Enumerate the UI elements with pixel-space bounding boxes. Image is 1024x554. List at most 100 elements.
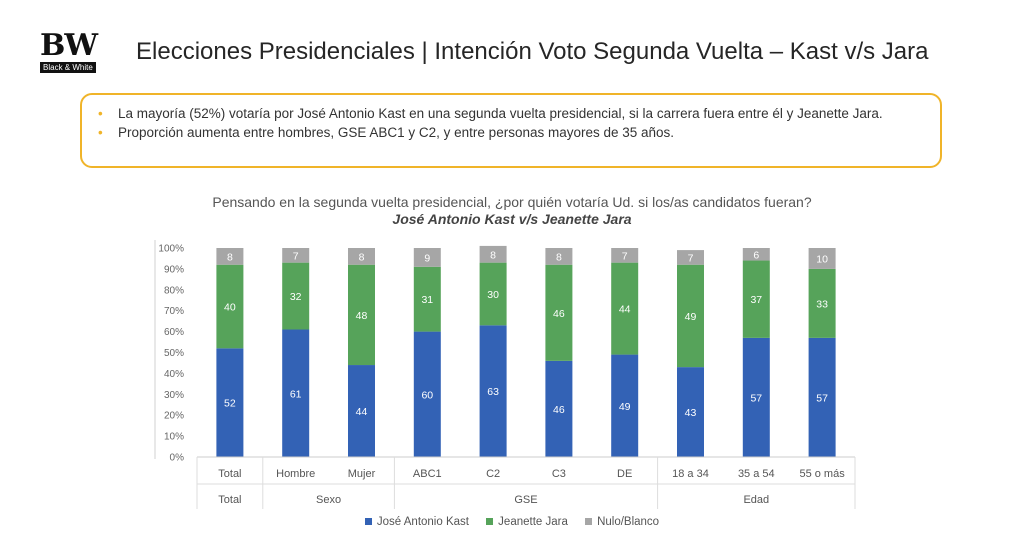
bar-segment (545, 264, 573, 361)
bar-value-label: 49 (685, 311, 697, 323)
bar-segment (808, 248, 836, 269)
bar-segment (479, 325, 507, 457)
y-tick-label: 80% (164, 285, 184, 296)
y-tick-label: 30% (164, 390, 184, 401)
x-group-label: Sexo (316, 494, 341, 506)
y-tick-label: 0% (170, 453, 185, 464)
x-group-label: Edad (743, 494, 769, 506)
summary-bullet: • La mayoría (52%) votaría por José Anto… (96, 105, 926, 123)
bar-segment (282, 329, 310, 457)
bar-value-label: 10 (816, 253, 828, 265)
x-group-label: GSE (514, 494, 537, 506)
bar-value-label: 8 (490, 249, 496, 261)
page-title: Elecciones Presidenciales | Intención Vo… (136, 38, 929, 65)
bar-segment (742, 260, 770, 338)
bar-value-label: 57 (750, 392, 762, 404)
bar-value-label: 44 (356, 406, 368, 418)
bullet-dot-icon: • (98, 125, 103, 140)
legend-item-kast: José Antonio Kast (364, 516, 469, 528)
y-tick-label: 40% (164, 369, 184, 380)
bar-segment (348, 248, 375, 265)
bar-segment (413, 248, 441, 267)
bar-segment (282, 248, 310, 263)
legend-swatch (486, 518, 494, 526)
y-tick-label: 10% (164, 432, 184, 443)
logo-subtitle: Black & White (40, 62, 96, 73)
chart-subtitle: José Antonio Kast v/s Jeanette Jara (392, 211, 632, 227)
bullet-text: La mayoría (52%) votaría por José Antoni… (118, 106, 883, 121)
bar-segment (348, 264, 375, 366)
bar-segment (611, 248, 639, 263)
bar-segment (413, 266, 441, 332)
x-category-label: C3 (552, 468, 566, 480)
legend-label: Jeanette Jara (498, 516, 568, 528)
y-tick-label: 50% (164, 348, 184, 359)
bar-value-label: 9 (424, 252, 430, 264)
x-category-label: C2 (486, 468, 500, 480)
bar-value-label: 44 (619, 304, 631, 316)
bar-value-label: 8 (227, 251, 233, 263)
bar-segment (677, 250, 704, 265)
bar-segment (677, 264, 704, 368)
y-tick-label: 20% (164, 411, 184, 422)
bar-value-label: 40 (224, 302, 236, 314)
bar-value-label: 7 (688, 252, 694, 264)
bar-value-label: 57 (816, 392, 828, 404)
bar-segment (479, 245, 507, 263)
legend-label: Nulo/Blanco (597, 516, 660, 528)
x-category-label: Hombre (276, 468, 315, 480)
bar-value-label: 31 (421, 294, 433, 306)
x-category-label: ABC1 (413, 468, 442, 480)
bar-segment (742, 248, 770, 261)
bar-segment (545, 248, 573, 265)
bar-value-label: 48 (356, 310, 368, 322)
bar-value-label: 46 (553, 308, 565, 320)
bar-segment (282, 262, 310, 330)
legend-label: José Antonio Kast (376, 516, 469, 528)
x-category-label: 35 a 54 (738, 468, 775, 480)
legend-item-jara: Jeanette Jara (486, 516, 568, 528)
bar-segment (677, 367, 704, 457)
legend-swatch (585, 518, 593, 526)
chart-legend: José Antonio Kast Jeanette Jara Nulo/Bla… (0, 516, 1024, 528)
bar-value-label: 7 (293, 250, 299, 262)
bar-value-label: 52 (224, 398, 236, 410)
bar-segment (545, 360, 573, 457)
bar-value-label: 37 (750, 294, 762, 306)
bar-segment (479, 262, 507, 326)
bar-value-label: 7 (622, 250, 628, 262)
x-category-label: 55 o más (799, 468, 845, 480)
bar-segment (611, 354, 639, 457)
legend-swatch (364, 518, 372, 526)
x-category-label: Total (218, 468, 241, 480)
y-tick-label: 90% (164, 264, 184, 275)
chart-question: Pensando en la segunda vuelta presidenci… (212, 194, 812, 210)
bar-value-label: 30 (487, 289, 499, 301)
bar-value-label: 33 (816, 298, 828, 310)
legend-item-nulo: Nulo/Blanco (585, 516, 659, 528)
bar-value-label: 6 (753, 249, 759, 261)
bullet-text: Proporción aumenta entre hombres, GSE AB… (118, 125, 675, 140)
bar-value-label: 61 (290, 388, 302, 400)
bar-segment (348, 365, 375, 457)
bar-value-label: 46 (553, 404, 565, 416)
bar-value-label: 63 (487, 386, 499, 398)
x-category-label: Mujer (348, 468, 376, 480)
bar-segment (808, 337, 836, 457)
bar-value-label: 32 (290, 291, 302, 303)
x-category-label: 18 a 34 (672, 468, 709, 480)
bar-segment (808, 268, 836, 338)
y-tick-label: 100% (158, 244, 184, 255)
bar-segment (742, 337, 770, 457)
logo-mark: BW (40, 28, 98, 63)
bullet-dot-icon: • (98, 106, 103, 121)
x-group-label: Total (218, 494, 241, 506)
bar-value-label: 8 (556, 251, 562, 263)
bar-value-label: 60 (421, 389, 433, 401)
y-tick-label: 70% (164, 306, 184, 317)
bar-value-label: 49 (619, 401, 631, 413)
bar-segment (216, 348, 244, 457)
y-tick-label: 60% (164, 327, 184, 338)
brand-logo: BW Black & White (22, 20, 104, 73)
